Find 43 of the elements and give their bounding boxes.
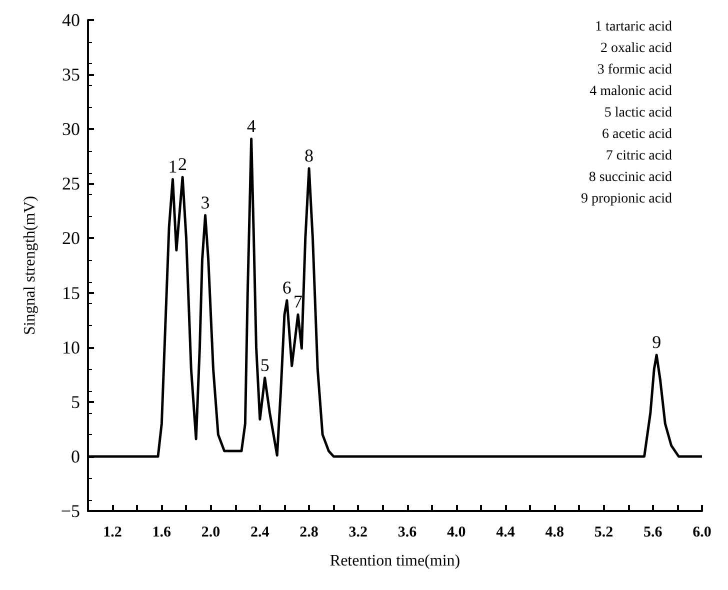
annotation: 4 malonic acid	[590, 84, 672, 99]
annotation: 7	[293, 292, 302, 312]
annotation: 6	[282, 277, 292, 298]
x-tick-label: 1.6	[152, 524, 172, 540]
annotation: 2	[178, 154, 188, 174]
y-tick-label: 10	[62, 337, 80, 358]
x-tick-label: 4.8	[545, 524, 564, 540]
annotation: 3	[200, 192, 210, 212]
y-tick-label: 15	[62, 282, 80, 303]
annotation: 1	[168, 156, 178, 176]
annotation: 3 formic acid	[597, 62, 672, 78]
y-tick-label: 20	[62, 228, 80, 248]
x-axis-title: Retention time(min)	[330, 552, 460, 570]
x-tick-label: 2.8	[300, 524, 318, 540]
y-tick-label: 35	[62, 64, 80, 85]
y-tick-label: 30	[62, 119, 80, 140]
y-tick-label: 0	[71, 446, 80, 466]
y-axis-title: Singnal strength(mV)	[22, 196, 38, 336]
annotation: 9 propionic acid	[581, 192, 672, 206]
x-tick-label: 4.0	[447, 524, 466, 540]
y-tick-label: 40	[62, 10, 80, 30]
annotation: 5	[260, 354, 270, 375]
y-tick-label: −5	[60, 501, 80, 521]
annotation: 6 acetic acid	[602, 127, 672, 142]
y-tick-label: 5	[71, 392, 80, 412]
annotation: 4	[246, 116, 256, 136]
x-tick-label: 5.2	[594, 524, 614, 540]
annotation: 9	[652, 332, 662, 352]
x-tick-label: 1.2	[103, 524, 122, 540]
annotation: 7 citric acid	[606, 148, 672, 164]
y-tick-label: 25	[62, 174, 80, 194]
x-tick-label: 4.4	[496, 524, 516, 540]
x-tick-label: 3.2	[348, 524, 368, 540]
x-tick-label: 6.0	[692, 524, 712, 540]
annotation: 2 oxalic acid	[600, 41, 672, 56]
x-tick-label: 2.4	[250, 524, 270, 540]
annotation: 8	[304, 145, 314, 166]
annotation: 1 tartaric acid	[595, 20, 672, 34]
x-tick-label: 5.6	[644, 524, 663, 540]
x-tick-label: 3.6	[398, 524, 418, 540]
x-tick-label: 2.0	[201, 524, 220, 540]
annotation: 5 lactic acid	[604, 106, 672, 120]
annotation: 8 succinic acid	[588, 170, 672, 185]
